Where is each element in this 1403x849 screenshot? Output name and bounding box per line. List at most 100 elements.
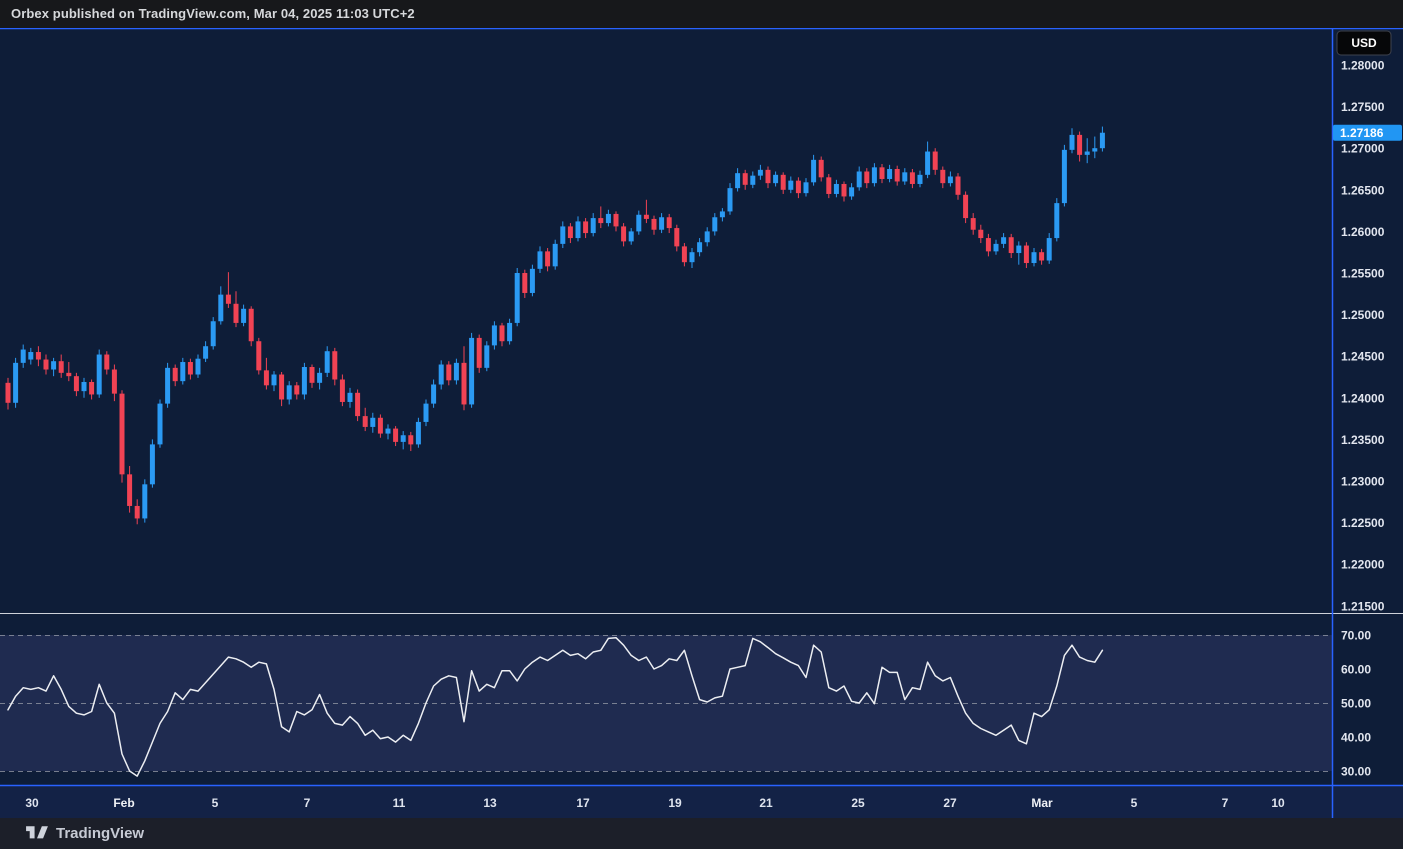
candle <box>271 371 277 392</box>
candle-body <box>294 385 300 395</box>
tradingview-logo-icon[interactable] <box>26 825 48 842</box>
candle <box>575 216 581 242</box>
candle-body <box>1099 132 1105 149</box>
time-axis-label: 13 <box>483 796 497 810</box>
candle <box>985 233 991 257</box>
candle-body <box>803 182 809 194</box>
candle-body <box>461 362 467 405</box>
candle <box>499 322 505 347</box>
candle <box>28 347 34 365</box>
candle <box>51 357 57 377</box>
candle <box>89 379 95 400</box>
price-pane[interactable] <box>5 126 1105 525</box>
candle-body <box>628 231 634 242</box>
candle <box>96 349 102 398</box>
candle <box>780 172 786 194</box>
time-axis-label: 5 <box>212 796 219 810</box>
candle <box>134 499 140 525</box>
candle <box>643 199 649 224</box>
candle <box>864 168 870 189</box>
candle-body <box>583 221 589 234</box>
time-axis-label: Feb <box>113 796 134 810</box>
candle <box>856 166 862 191</box>
candle <box>355 389 361 422</box>
candle <box>742 169 748 190</box>
candle <box>879 164 885 184</box>
candle-body <box>51 361 57 370</box>
candle-body <box>818 159 824 178</box>
time-axis-strip[interactable] <box>0 786 1403 818</box>
time-axis-label: 5 <box>1131 796 1138 810</box>
candle-body <box>5 382 11 403</box>
candle <box>719 208 725 222</box>
candle <box>149 439 155 488</box>
candle <box>1084 138 1090 164</box>
candle-body <box>636 214 642 232</box>
rsi-scale[interactable]: 70.00 60.00 50.00 40.00 30.00 <box>1341 629 1371 779</box>
candle <box>431 379 437 408</box>
candle <box>13 357 19 408</box>
current-price-label[interactable]: 1.27186 <box>1333 124 1402 141</box>
candle-body <box>780 174 786 190</box>
candle-body <box>370 417 376 427</box>
candle-body <box>20 349 26 363</box>
candle <box>142 479 148 523</box>
price-axis-label: 1.23000 <box>1341 475 1385 489</box>
candle-body <box>507 322 513 342</box>
candle <box>1054 198 1060 242</box>
price-axis-label: 1.25000 <box>1341 308 1385 322</box>
price-axis-label: 1.21500 <box>1341 599 1385 613</box>
tradingview-brand[interactable]: TradingView <box>56 825 145 842</box>
candle-body <box>89 381 95 395</box>
candle-body <box>917 174 923 184</box>
time-scale[interactable]: 30 Feb 5 7 11 13 17 19 21 25 27 Mar 5 7 10 <box>25 796 1285 810</box>
candle-body <box>993 243 999 252</box>
candle-body <box>438 364 444 385</box>
time-axis-label: Mar <box>1031 796 1053 810</box>
candle <box>233 291 239 328</box>
candle-body <box>1084 151 1090 155</box>
candle <box>225 272 231 308</box>
candle-body <box>180 362 186 382</box>
candle <box>187 358 193 380</box>
candle-body <box>727 188 733 212</box>
candle-body <box>963 194 969 219</box>
price-axis-label: 1.25500 <box>1341 267 1385 281</box>
candle <box>339 374 345 407</box>
rsi-pane[interactable] <box>0 635 1332 777</box>
candle-body <box>985 238 991 252</box>
candle <box>894 165 900 186</box>
candle <box>165 362 171 408</box>
candle <box>583 218 589 239</box>
candle <box>180 357 186 385</box>
candle <box>849 183 855 200</box>
candle <box>248 306 254 347</box>
candle-body <box>43 359 49 370</box>
candle <box>978 224 984 244</box>
time-axis-label: 11 <box>393 796 406 810</box>
candle-body <box>362 416 368 427</box>
candle <box>203 341 209 363</box>
candle <box>590 213 596 237</box>
candle-body <box>248 308 254 342</box>
currency-badge[interactable]: USD <box>1336 30 1392 56</box>
candle <box>491 321 497 350</box>
price-scale[interactable]: 1.28000 1.27500 1.27000 1.26500 1.26000 1.255… <box>1341 59 1385 614</box>
candle-body <box>187 362 193 375</box>
candle-body <box>666 217 672 229</box>
candle-body <box>119 393 125 475</box>
candle-body <box>377 417 383 434</box>
candle <box>1046 233 1052 264</box>
candle <box>514 268 520 327</box>
candle-body <box>96 354 102 395</box>
time-axis-label: 30 <box>25 796 39 810</box>
candle <box>370 412 376 433</box>
candle <box>841 181 847 202</box>
candle <box>5 377 11 410</box>
candle <box>1031 248 1037 267</box>
candle <box>681 243 687 267</box>
candle-body <box>484 345 490 368</box>
candle <box>674 224 680 252</box>
candle <box>294 381 300 400</box>
